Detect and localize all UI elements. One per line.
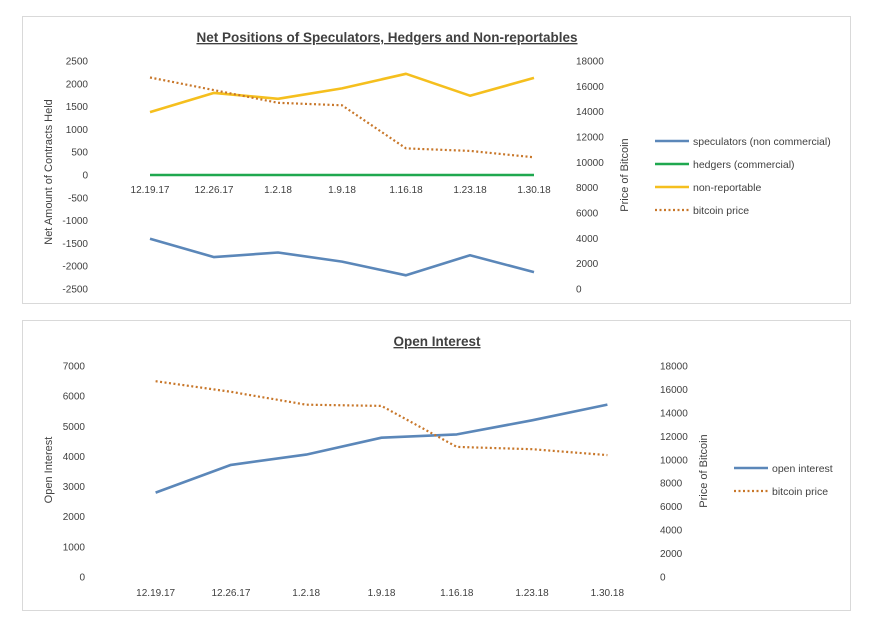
y2-tick-label: 16000 [576, 82, 604, 93]
y2-tick-label: 2000 [576, 259, 599, 270]
x-tick-label: 1.23.18 [515, 588, 549, 599]
y2-tick-label: 14000 [576, 107, 604, 118]
x-tick-label: 12.26.17 [211, 588, 250, 599]
y2-tick-label: 16000 [660, 385, 688, 396]
plot-marks: 2500 2000 1500 1000 500 0 -500 -1000 -1500 -2000 -… [62, 57, 604, 296]
y2-tick-label: 14000 [660, 408, 688, 419]
x-tick-label: 1.16.18 [440, 588, 474, 599]
series-line-speculators-non-commercial [149, 237, 535, 277]
legend-entry-hedgers-commercial: hedgers (commercial) [693, 159, 795, 171]
x-tick-label: 1.9.18 [328, 185, 356, 196]
net-positions-chart: Net Positions of Speculators, Hedgers an… [43, 30, 831, 296]
y2-tick-label: 12000 [576, 133, 604, 144]
y2-tick-label: 10000 [660, 455, 688, 466]
legend: open interest bitcoin price [734, 463, 833, 498]
y2-tick-label: 6000 [660, 502, 683, 513]
y-tick-label: -1500 [62, 239, 88, 250]
y2-tick-label: 18000 [576, 57, 604, 68]
y2-tick-label: 8000 [576, 183, 599, 194]
y2-tick-label: 4000 [576, 234, 599, 245]
open-interest-chart: Open Interest Open Interest Price of Bit… [43, 334, 833, 600]
y2-tick-label: 10000 [576, 158, 604, 169]
y2-tick-label: 0 [576, 285, 582, 296]
y-axis-label: Net Amount of Contracts Held [43, 99, 55, 245]
y-tick-label: 1000 [66, 125, 89, 136]
y-tick-label: 0 [82, 171, 88, 182]
series-line-bitcoin-price [155, 380, 608, 457]
legend-entry-bitcoin-price: bitcoin price [693, 205, 749, 217]
y2-tick-label: 0 [660, 573, 666, 584]
y-tick-label: 0 [79, 573, 85, 584]
legend-entry-bitcoin-price: bitcoin price [772, 486, 828, 498]
y-tick-label: 2500 [66, 57, 89, 68]
y-tick-label: -1000 [62, 216, 88, 227]
y-tick-label: 5000 [63, 422, 86, 433]
y-tick-label: 7000 [63, 362, 86, 373]
x-tick-label: 1.2.18 [264, 185, 292, 196]
plot-marks: 7000600050004000300020001000018000160001… [63, 362, 688, 600]
x-tick-label: 1.9.18 [368, 588, 396, 599]
y-axis-label: Open Interest [43, 437, 55, 504]
x-tick-label: 1.23.18 [453, 185, 487, 196]
y-tick-label: -500 [68, 193, 88, 204]
series-line-open-interest [155, 403, 608, 494]
y-tick-label: 2000 [66, 79, 89, 90]
y2-tick-label: 8000 [660, 479, 683, 490]
x-tick-label: 1.30.18 [517, 185, 551, 196]
chart-panel-net-positions: Net Positions of Speculators, Hedgers an… [22, 16, 851, 304]
y-tick-label: 1500 [66, 102, 89, 113]
y2-tick-label: 2000 [660, 549, 683, 560]
y-tick-label: -2000 [62, 262, 88, 273]
legend-entry-open-interest: open interest [772, 463, 833, 475]
x-tick-label: 12.19.17 [131, 185, 170, 196]
y2-tick-label: 6000 [576, 209, 599, 220]
legend-entry-speculators-non-commercial: speculators (non commercial) [693, 136, 831, 148]
y-tick-label: 4000 [63, 452, 86, 463]
y-tick-label: 3000 [63, 482, 86, 493]
series-line-non-reportable [149, 72, 535, 114]
y2-tick-label: 18000 [660, 362, 688, 373]
legend-entry-non-reportable: non-reportable [693, 182, 761, 194]
x-tick-label: 12.19.17 [136, 588, 175, 599]
chart-title: Open Interest [393, 334, 481, 349]
y-tick-label: 2000 [63, 512, 86, 523]
x-tick-label: 1.2.18 [292, 588, 320, 599]
y2-tick-label: 12000 [660, 432, 688, 443]
y-tick-label: 500 [71, 148, 88, 159]
chart-panel-open-interest: Open Interest Open Interest Price of Bit… [22, 320, 851, 611]
series-line-bitcoin-price [149, 76, 535, 159]
y-tick-label: 6000 [63, 392, 86, 403]
x-tick-label: 1.30.18 [591, 588, 625, 599]
y2-tick-label: 4000 [660, 526, 683, 537]
chart-title: Net Positions of Speculators, Hedgers an… [196, 30, 577, 45]
y-tick-label: -2500 [62, 285, 88, 296]
y2-axis-label: Price of Bitcoin [698, 434, 710, 507]
y-tick-label: 1000 [63, 542, 86, 553]
legend: speculators (non commercial) hedgers (com… [655, 136, 831, 217]
x-tick-label: 12.26.17 [195, 185, 234, 196]
x-tick-label: 1.16.18 [389, 185, 423, 196]
y2-axis-label: Price of Bitcoin [619, 138, 631, 211]
